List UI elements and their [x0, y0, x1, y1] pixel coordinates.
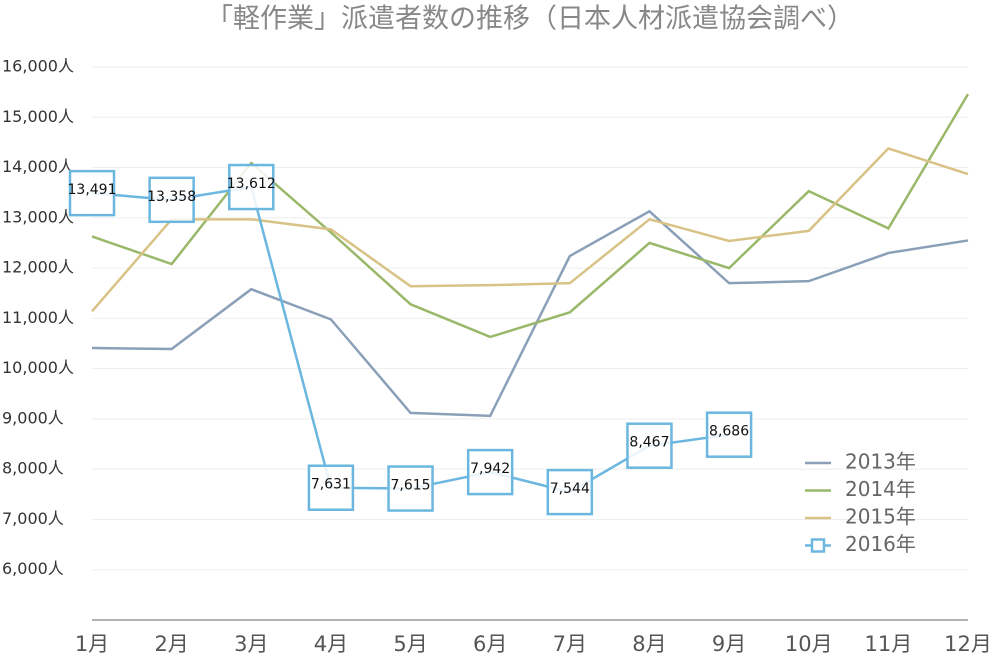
series-line — [91, 93, 970, 339]
marker — [228, 163, 275, 211]
series-line — [91, 147, 969, 313]
data-label: 13,358 — [147, 189, 196, 205]
y-tick-label: 14,000人 — [2, 157, 74, 176]
marker — [466, 448, 514, 496]
legend-label: 2015年 — [845, 505, 916, 529]
data-label: 7,615 — [390, 478, 430, 494]
marker — [307, 464, 355, 511]
y-tick-label: 12,000人 — [2, 258, 74, 277]
y-tick-label: 8,000人 — [2, 459, 64, 478]
x-tick-label: 1月 — [75, 632, 109, 656]
y-tick-label: 10,000人 — [2, 358, 74, 377]
x-tick-label: 7月 — [553, 632, 587, 656]
chart-title: 「軽作業」派遣者数の推移（日本人材派遣協会調べ） — [206, 4, 854, 35]
series-line — [91, 209, 969, 418]
data-label: 7,942 — [470, 461, 510, 477]
y-tick-label: 7,000人 — [2, 509, 64, 528]
marker — [387, 465, 434, 512]
data-label: 7,544 — [550, 481, 590, 497]
y-tick-label: 11,000人 — [2, 308, 74, 327]
x-tick-label: 2月 — [154, 632, 188, 656]
data-label: 8,467 — [629, 435, 669, 451]
y-tick-label: 6,000人 — [2, 559, 64, 578]
y-tick-label: 15,000人 — [2, 107, 74, 126]
y-tick-label: 16,000人 — [2, 57, 74, 76]
x-tick-label: 8月 — [632, 632, 666, 656]
legend-label: 2016年 — [845, 532, 916, 556]
data-label: 7,631 — [311, 477, 351, 493]
y-tick-label: 9,000人 — [2, 408, 64, 427]
marker — [546, 468, 594, 516]
data-label: 13,491 — [68, 182, 117, 198]
marker — [626, 422, 673, 469]
x-tick-label: 3月 — [234, 632, 268, 656]
legend-marker — [810, 538, 826, 553]
x-tick-label: 12月 — [944, 632, 992, 656]
x-tick-label: 6月 — [473, 632, 507, 656]
legend-label: 2014年 — [845, 477, 916, 501]
data-label: 13,612 — [227, 176, 276, 192]
x-tick-label: 11月 — [864, 632, 912, 656]
x-tick-label: 4月 — [314, 632, 348, 656]
marker — [68, 169, 116, 217]
marker — [148, 176, 195, 224]
x-tick-label: 10月 — [785, 632, 833, 656]
data-label: 8,686 — [709, 424, 749, 440]
x-tick-label: 5月 — [393, 632, 427, 656]
marker — [705, 411, 753, 458]
x-tick-label: 9月 — [712, 632, 746, 656]
legend-label: 2013年 — [845, 450, 916, 474]
y-tick-label: 13,000人 — [2, 207, 74, 226]
